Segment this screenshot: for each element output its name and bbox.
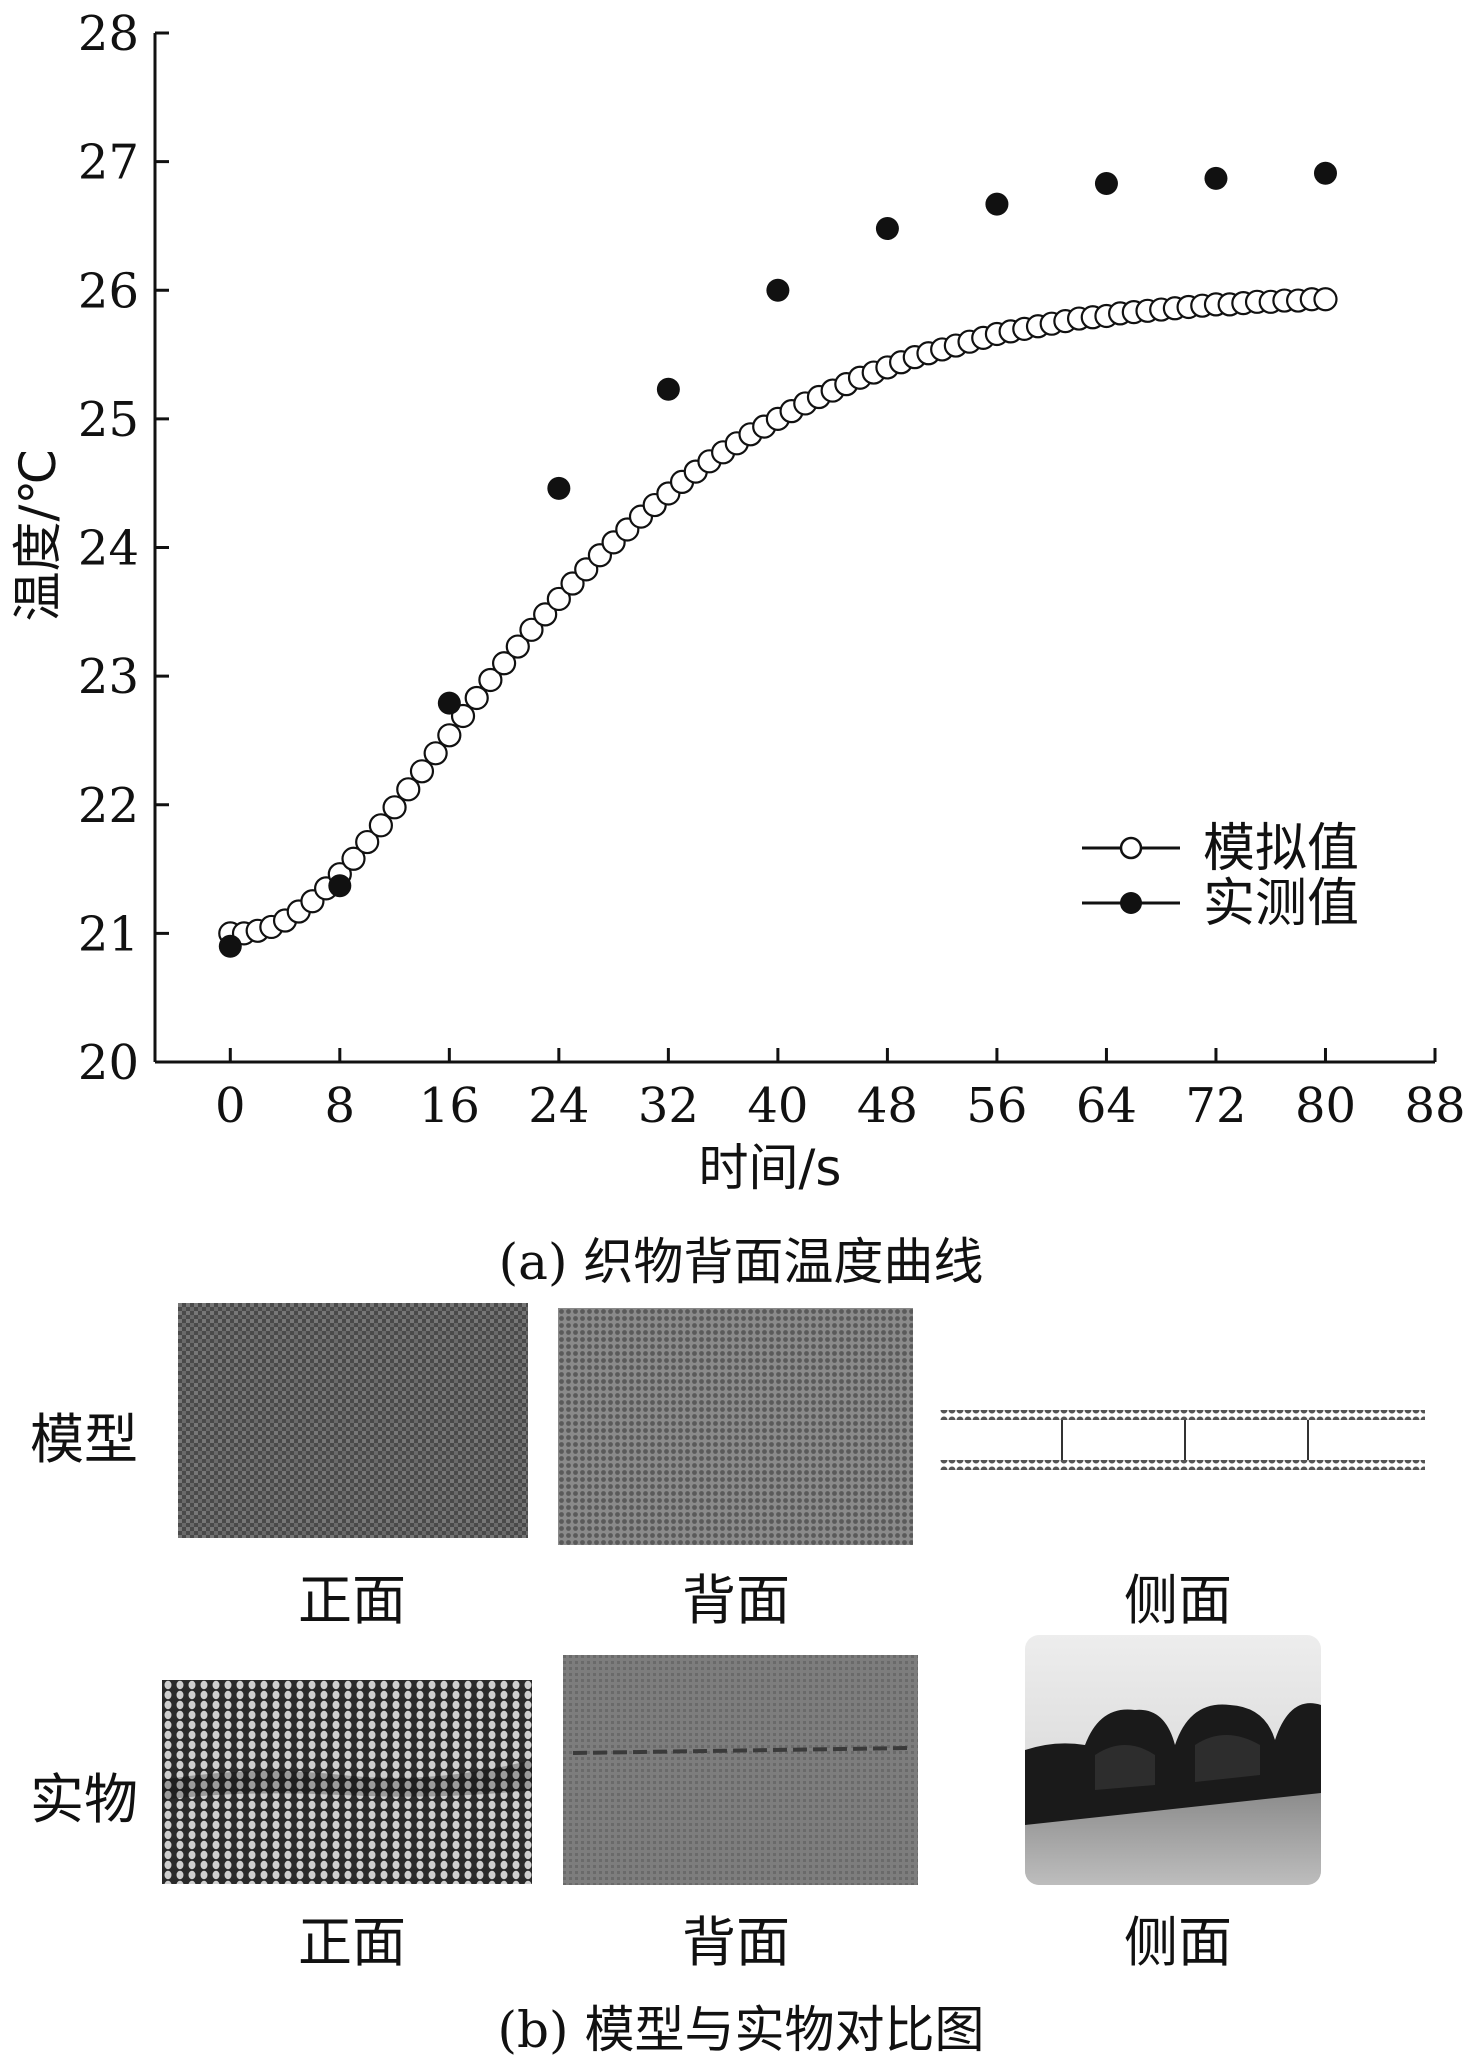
measured-point [1204, 166, 1228, 190]
simulated-point [519, 617, 544, 642]
x-tick-label: 16 [419, 1078, 480, 1134]
simulated-point [396, 777, 421, 802]
x-tick-label: 56 [966, 1078, 1027, 1134]
simulated-point [1313, 287, 1338, 312]
row-label-real: 实物 [30, 1768, 138, 1831]
x-tick-label: 48 [857, 1078, 918, 1134]
measured-point [656, 377, 680, 401]
x-tick-label: 72 [1185, 1078, 1246, 1134]
measured-point [875, 217, 899, 241]
caption-a: (a) 织物背面温度曲线 [498, 1233, 984, 1291]
legend-label-measured: 实测值 [1203, 874, 1359, 934]
model-side-image [940, 1405, 1425, 1485]
series-measured [218, 161, 1337, 958]
simulated-point [409, 759, 435, 784]
y-axis-label: 温度/℃ [9, 449, 67, 622]
real-front-image [162, 1680, 532, 1884]
y-tick-label: 25 [78, 392, 139, 448]
chart-legend: 模拟值 实测值 [1082, 819, 1359, 934]
x-tick-label: 88 [1404, 1078, 1465, 1134]
x-tick-label: 40 [747, 1078, 808, 1134]
y-tick-label: 28 [78, 6, 139, 62]
measured-point [328, 874, 352, 898]
x-tick-label: 64 [1076, 1078, 1137, 1134]
legend-label-simulated: 模拟值 [1203, 819, 1359, 879]
y-tick-label: 26 [78, 263, 139, 319]
x-tick-label: 80 [1295, 1078, 1356, 1134]
simulated-point [546, 586, 571, 612]
x-tick-label: 32 [638, 1078, 699, 1134]
simulated-point [464, 685, 489, 711]
simulated-point [341, 846, 366, 871]
measured-point [1094, 171, 1118, 195]
simulated-point [437, 723, 462, 748]
model-side-label: 侧面 [1124, 1569, 1232, 1632]
real-back-image [563, 1655, 918, 1885]
model-back-image [558, 1308, 913, 1545]
measured-point [218, 934, 242, 958]
temperature-chart: 20 21 22 23 24 25 26 27 28 0 8 16 24 32 40 48 56 64 72 80 8… [9, 6, 1466, 1197]
measured-point [547, 476, 571, 500]
x-tick-label: 8 [325, 1078, 356, 1134]
series-simulated [218, 287, 1338, 946]
simulated-point [382, 795, 407, 820]
real-side-image [1025, 1635, 1321, 1885]
simulated-point [423, 741, 448, 766]
simulated-point [533, 602, 558, 627]
x-axis-ticks: 0 8 16 24 32 40 48 56 64 72 80 88 [215, 1048, 1466, 1134]
y-axis-ticks: 20 21 22 23 24 25 26 27 28 [78, 6, 169, 1091]
model-front-image [178, 1303, 528, 1538]
real-back-label: 背面 [682, 1911, 790, 1974]
measured-point [985, 192, 1009, 216]
simulated-point [355, 829, 380, 855]
y-tick-label: 24 [78, 521, 139, 577]
x-tick-label: 0 [215, 1078, 246, 1134]
measured-point [766, 278, 790, 302]
y-tick-label: 23 [78, 649, 139, 705]
y-tick-label: 22 [78, 778, 139, 834]
y-tick-label: 21 [78, 906, 139, 962]
legend-marker-simulated [1119, 836, 1143, 860]
x-tick-label: 24 [528, 1078, 589, 1134]
real-side-label: 侧面 [1124, 1911, 1232, 1974]
legend-marker-measured [1120, 892, 1142, 914]
simulated-point [478, 667, 503, 693]
model-front-label: 正面 [298, 1569, 406, 1632]
model-back-label: 背面 [682, 1569, 790, 1632]
simulated-point [505, 634, 530, 659]
y-tick-label: 27 [78, 135, 139, 191]
real-front-label: 正面 [298, 1911, 406, 1974]
row-label-model: 模型 [30, 1408, 138, 1471]
caption-b: (b) 模型与实物对比图 [497, 2001, 985, 2059]
simulated-point [491, 651, 517, 676]
x-axis-label: 时间/s [699, 1139, 842, 1197]
measured-point [1313, 161, 1337, 185]
measured-point [437, 691, 461, 715]
simulated-point [368, 813, 393, 838]
y-tick-label: 20 [78, 1035, 139, 1091]
